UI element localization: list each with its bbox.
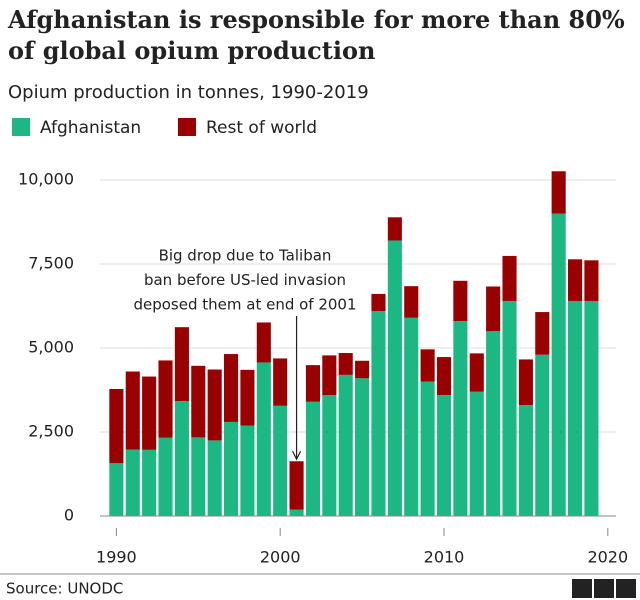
annotation-arrowhead	[292, 450, 302, 461]
x-tick-label: 2010	[424, 548, 465, 567]
bar-segment	[125, 371, 140, 450]
bar-segment	[518, 405, 533, 516]
bar-segment	[404, 317, 419, 516]
bar-segment	[584, 300, 599, 516]
bar-segment	[256, 362, 271, 516]
y-tick-label: 7,500	[28, 254, 74, 273]
bar-segment	[469, 391, 484, 516]
bar-segment	[404, 286, 419, 318]
bar-segment	[322, 395, 337, 516]
bar-segment	[142, 449, 157, 516]
x-tick-label: 1990	[96, 548, 137, 567]
bar-segment	[338, 374, 353, 516]
bar-segment	[453, 280, 468, 322]
logo-box	[594, 579, 614, 598]
bar-segment	[109, 388, 124, 464]
bar-segment	[502, 255, 517, 301]
bar-segment	[420, 349, 435, 382]
bar-segment	[551, 171, 566, 214]
annotation-text: ban before US-led invasion	[144, 271, 346, 289]
bar-segment	[322, 355, 337, 396]
chart-title: Afghanistan is responsible for more than…	[8, 5, 625, 65]
chart-subtitle: Opium production in tonnes, 1990-2019	[8, 82, 369, 103]
logo-letter: C	[620, 580, 631, 598]
source: Source: UNODC	[6, 580, 123, 598]
bar-segment	[453, 321, 468, 516]
bar-segment	[224, 354, 239, 422]
bar-segment	[420, 381, 435, 516]
bar-segment	[518, 359, 533, 406]
bar-segment	[584, 260, 599, 301]
bar-segment	[191, 437, 206, 516]
legend-swatch	[12, 118, 30, 136]
bar-segment	[273, 358, 288, 406]
bar-segment	[207, 369, 222, 441]
bar-segment	[371, 293, 386, 312]
bar-segment	[486, 286, 501, 332]
annotation-text: Big drop due to Taliban	[159, 247, 332, 265]
legend-swatch	[178, 118, 196, 136]
bar-segment	[240, 425, 255, 516]
bar-segment	[174, 401, 189, 516]
logo-letter: B	[598, 580, 609, 598]
logo-box	[572, 579, 592, 598]
x-tick-label: 2020	[587, 548, 628, 567]
y-tick-label: 5,000	[28, 338, 74, 357]
bar-segment	[502, 300, 517, 516]
bar-segment	[338, 353, 353, 375]
y-tick-label: 10,000	[18, 170, 74, 189]
legend-label: Afghanistan	[40, 118, 141, 138]
bar-segment	[256, 322, 271, 363]
bar-segment	[273, 405, 288, 516]
bar-segment	[486, 331, 501, 516]
bar-segment	[240, 369, 255, 426]
bar-segment	[436, 395, 452, 516]
logo-box	[616, 579, 636, 598]
bar-segment	[125, 449, 140, 516]
bar-segment	[436, 357, 452, 396]
bar-segment	[568, 300, 583, 516]
bar-segment	[174, 327, 189, 402]
bar-segment	[535, 312, 550, 355]
bar-segment	[305, 401, 320, 516]
bar-segment	[535, 354, 550, 516]
x-tick-label: 2000	[260, 548, 301, 567]
bar-segment	[207, 440, 222, 516]
annotation-text: deposed them at end of 2001	[133, 296, 356, 314]
y-tick-label: 0	[64, 506, 74, 525]
bar-segment	[224, 421, 239, 516]
y-tick-label: 2,500	[28, 422, 74, 441]
bar-segment	[371, 311, 386, 516]
bar-segment	[109, 463, 124, 516]
bar-segment	[355, 360, 370, 379]
bar-segment	[469, 353, 484, 392]
bar-segment	[355, 378, 370, 516]
bar-segment	[289, 509, 304, 516]
bar-segment	[289, 461, 304, 510]
bar-segment	[158, 437, 173, 516]
bar-segment	[305, 365, 320, 402]
logo-letter: B	[576, 580, 587, 598]
bar-segment	[568, 259, 583, 301]
bar-segment	[142, 376, 157, 450]
bar-segment	[551, 213, 566, 516]
bar-segment	[387, 240, 402, 517]
legend-label: Rest of world	[206, 118, 317, 138]
bar-segment	[387, 217, 402, 241]
bar-segment	[158, 360, 173, 438]
bar-segment	[191, 365, 206, 438]
